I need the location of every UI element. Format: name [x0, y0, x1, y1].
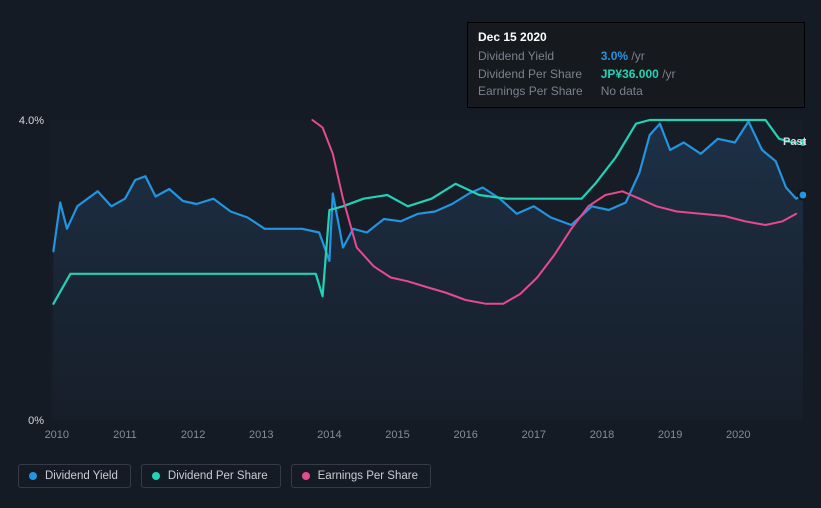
legend-dot-icon	[29, 472, 37, 480]
legend-dot-icon	[152, 472, 160, 480]
chart-legend: Dividend Yield Dividend Per Share Earnings…	[18, 464, 431, 488]
dividend-chart[interactable]: 4.0% 0%2010 2011 2012 2013 2014 2015 2016 2017 20…	[18, 100, 806, 460]
legend-label: Dividend Yield	[45, 470, 118, 482]
svg-text:2020: 2020	[726, 429, 750, 441]
svg-text:2018: 2018	[590, 429, 614, 441]
tooltip-table: Dividend Yield3.0% /yrDividend Per Share…	[478, 48, 675, 100]
legend-item[interactable]: Earnings Per Share	[291, 464, 431, 488]
past-label: Past	[783, 136, 806, 148]
svg-text:2014: 2014	[317, 429, 341, 441]
svg-text:2011: 2011	[113, 429, 137, 441]
chart-tooltip: Dec 15 2020 Dividend Yield3.0% /yrDivide…	[467, 22, 805, 108]
legend-item[interactable]: Dividend Per Share	[141, 464, 281, 488]
legend-dot-icon	[302, 472, 310, 480]
legend-label: Earnings Per Share	[318, 470, 418, 482]
legend-item[interactable]: Dividend Yield	[18, 464, 131, 488]
tooltip-row-label: Dividend Yield	[478, 48, 601, 65]
svg-text:2019: 2019	[658, 429, 682, 441]
chart-svg: 4.0% 0%2010 2011 2012 2013 2014 2015 2016 2017 20…	[18, 100, 806, 460]
svg-text:2016: 2016	[453, 429, 477, 441]
svg-text:2010: 2010	[45, 429, 69, 441]
tooltip-row-value: JP¥36.000 /yr	[601, 66, 676, 83]
svg-text:0%: 0%	[28, 415, 44, 427]
svg-text:2015: 2015	[385, 429, 409, 441]
svg-text:2012: 2012	[181, 429, 205, 441]
tooltip-row-value: No data	[601, 83, 676, 100]
svg-text:2013: 2013	[249, 429, 273, 441]
tooltip-row-label: Dividend Per Share	[478, 66, 601, 83]
svg-text:2017: 2017	[522, 429, 546, 441]
svg-text:4.0%: 4.0%	[19, 115, 44, 127]
legend-label: Dividend Per Share	[168, 470, 268, 482]
tooltip-row-label: Earnings Per Share	[478, 83, 601, 100]
tooltip-row-value: 3.0% /yr	[601, 48, 676, 65]
tooltip-date: Dec 15 2020	[478, 29, 794, 46]
